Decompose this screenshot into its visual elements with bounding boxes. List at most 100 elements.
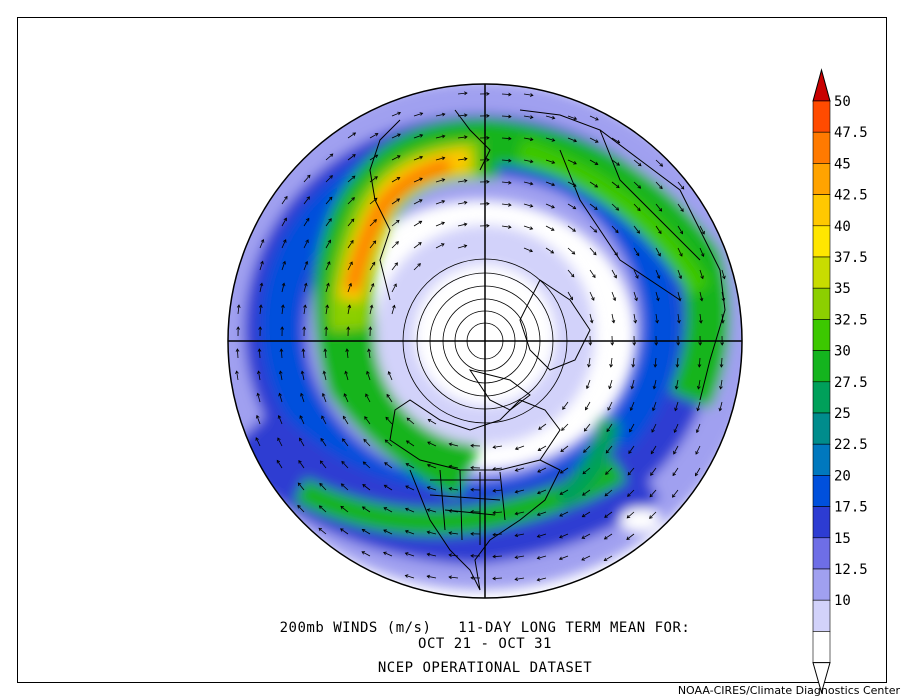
wind-arrow [589, 291, 595, 301]
wind-arrow [720, 357, 723, 368]
colorbar-box [812, 568, 831, 601]
wind-arrow [303, 218, 310, 227]
wind-arrow [611, 247, 618, 256]
wind-arrow [493, 489, 503, 492]
wind-arrow [301, 371, 305, 381]
wind-arrow [405, 530, 415, 535]
wind-arrow [302, 349, 305, 359]
wind-arrow-head [650, 450, 655, 455]
wind-arrow-head [635, 275, 639, 279]
wind-arrow-head [616, 162, 621, 166]
wind-arrow [237, 305, 240, 315]
colorbar-bottom-arrow [812, 662, 831, 695]
wind-arrow [449, 532, 459, 535]
wind-arrow-head [321, 392, 326, 397]
wind-arrow-head [593, 229, 598, 233]
wind-arrow-head [630, 385, 635, 390]
wind-arrow-head [405, 485, 409, 489]
wind-arrow-head [679, 253, 683, 257]
wind-arrow [259, 283, 263, 293]
wind-arrow-head [508, 136, 512, 141]
wind-arrow [523, 159, 533, 163]
wind-arrow [384, 439, 393, 447]
wind-arrow [545, 203, 555, 209]
wind-arrow [492, 533, 503, 536]
wind-arrow-head [594, 139, 599, 143]
wind-arrow [257, 393, 261, 403]
wind-arrow-head [529, 93, 534, 97]
wind-arrow [457, 223, 467, 227]
wind-arrow-head [283, 239, 287, 243]
wind-arrow-head [492, 445, 497, 449]
wind-arrow [493, 445, 503, 448]
wind-arrow [391, 262, 398, 271]
wind-arrow [369, 240, 376, 249]
wind-arrow-head [536, 555, 541, 560]
caption-line-1: 200mb WINDS (m/s) 11-DAY LONG TERM MEAN … [279, 620, 691, 636]
wind-arrow [523, 115, 533, 118]
wind-arrow-head [320, 437, 324, 442]
wind-arrow-head [276, 459, 281, 464]
wind-arrow [449, 554, 459, 557]
wind-arrow-head [470, 509, 474, 514]
wind-arrow-head [561, 427, 565, 431]
wind-arrow [559, 533, 569, 538]
wind-arrow-head [551, 115, 556, 120]
wind-arrow-head [492, 532, 496, 537]
coastlines [369, 109, 726, 591]
wind-arrow [297, 482, 305, 491]
wind-arrow-head [259, 282, 264, 287]
wind-arrow [581, 533, 591, 539]
wind-arrow [677, 291, 681, 301]
wind-arrow [605, 445, 613, 454]
wind-arrow [413, 156, 423, 161]
wind-arrow-head [583, 449, 587, 453]
wind-arrow-head [573, 161, 577, 165]
wind-arrow [523, 93, 533, 96]
colorbar-tick-label: 15 [834, 531, 851, 547]
wind-arrow-head [605, 449, 610, 454]
wind-arrow [560, 445, 569, 452]
wind-arrow-head [235, 370, 239, 375]
wind-arrow [611, 137, 620, 144]
wind-arrow-head [343, 393, 348, 397]
wind-arrow-head [367, 348, 371, 353]
wind-arrow-head [486, 157, 490, 162]
wind-arrow [320, 460, 327, 469]
wind-arrow-head [719, 364, 724, 368]
wind-arrow [278, 415, 283, 425]
wind-arrow [545, 181, 555, 186]
wind-arrow-head [362, 461, 367, 465]
wind-arrow-head [404, 574, 409, 578]
wind-arrow-head [299, 415, 303, 419]
wind-arrow [435, 200, 445, 205]
wind-arrow [325, 153, 334, 161]
wind-arrow [281, 196, 288, 205]
wind-arrow [611, 203, 619, 211]
wind-arrow-head [362, 484, 366, 488]
wind-arrow-head [608, 385, 612, 390]
wind-arrow-head [383, 529, 387, 533]
wind-arrow [347, 261, 353, 271]
wind-arrow-head [537, 447, 542, 451]
wind-arrow-head [677, 297, 682, 302]
wind-arrow-head [277, 437, 281, 442]
wind-arrow [369, 219, 377, 227]
wind-arrow-head [397, 111, 402, 116]
wind-arrow-head [396, 155, 401, 159]
wind-arrow [649, 511, 657, 519]
wind-arrow-head [418, 199, 423, 203]
wind-arrow-head [536, 534, 541, 538]
wind-arrow-head [342, 415, 347, 420]
wind-arrow-head [324, 326, 329, 330]
wind-arrow [653, 379, 657, 389]
wind-arrow-head [326, 282, 330, 287]
wind-arrow-head [344, 370, 349, 375]
wind-arrow [655, 269, 660, 279]
wind-arrow-head [426, 552, 431, 557]
wind-arrow [515, 577, 525, 580]
wind-arrow-head [426, 574, 431, 579]
wind-arrow-head [470, 575, 474, 580]
wind-arrow-head [628, 450, 632, 454]
wind-arrow-head [551, 160, 556, 164]
